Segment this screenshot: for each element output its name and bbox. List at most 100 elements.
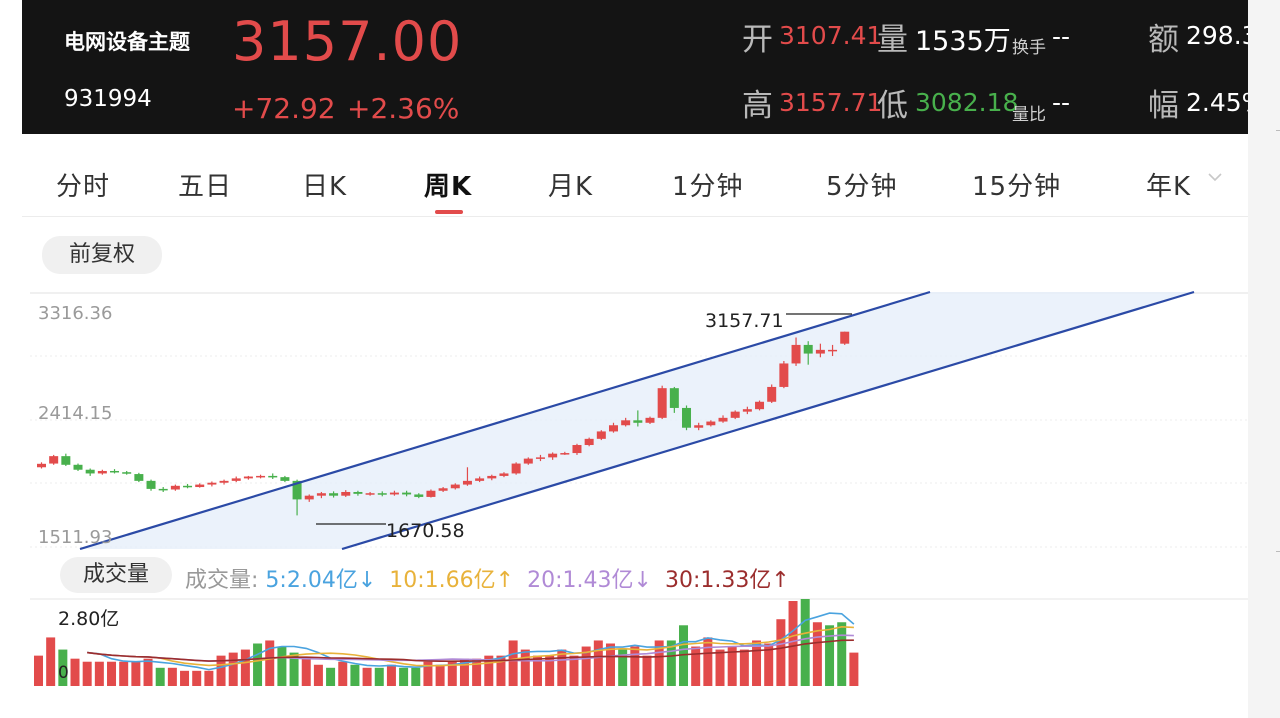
volume-bar	[642, 655, 652, 686]
volume-bar	[228, 652, 238, 686]
candle-body	[682, 407, 692, 428]
amount-label: 额	[1148, 22, 1179, 58]
adjust-button[interactable]: 前复权	[42, 236, 162, 274]
volume-bar	[204, 670, 214, 686]
volume-bar	[70, 658, 80, 686]
turnover-value: --	[1052, 22, 1071, 51]
period-tabs: 分时 五日 日K 周K 月K 1分钟 5分钟 15分钟 年K	[22, 134, 1248, 217]
volume-bar	[192, 670, 202, 686]
volume-button[interactable]: 成交量	[60, 557, 172, 593]
candle-body	[134, 474, 144, 481]
candle-body	[195, 484, 205, 488]
candle-body	[755, 401, 765, 410]
candlestick-chart[interactable]: 3316.36 2414.15 1511.93 3157.71 1670.58	[22, 285, 1248, 550]
volume-label: 量	[877, 22, 908, 58]
volume-bar	[338, 661, 348, 686]
volume-bar	[593, 640, 603, 686]
candle-body	[256, 475, 266, 478]
candle-body	[840, 331, 850, 344]
candle-body	[268, 475, 278, 478]
edge-tick	[1276, 130, 1280, 131]
volume-bar	[326, 667, 336, 686]
volume-bar	[837, 622, 847, 686]
volume-bar	[447, 661, 457, 686]
volume-bar	[350, 664, 360, 686]
candle-body	[645, 417, 655, 423]
volume-bar	[679, 625, 689, 686]
volume-ma10-line	[87, 625, 854, 667]
volume-bar	[666, 640, 676, 686]
ma30-value: 30:1.33亿	[664, 568, 772, 593]
ma20-arrow-icon: ↓	[633, 568, 652, 593]
volume-bar	[739, 649, 749, 686]
candle-body	[718, 417, 728, 422]
candle-body	[73, 464, 83, 470]
open-label: 开	[742, 22, 773, 58]
candle-body	[170, 485, 180, 490]
volume-bar	[423, 661, 433, 686]
volume-bar	[825, 625, 835, 686]
volume-bar	[277, 646, 287, 686]
candle-body	[572, 445, 582, 454]
tab-five-day[interactable]: 五日	[178, 172, 233, 202]
candle-body	[304, 495, 314, 500]
volume-bar	[107, 661, 117, 686]
volume-bar	[46, 637, 56, 686]
price-change-pct: +2.36%	[347, 92, 460, 125]
candle-body	[608, 425, 618, 432]
vol-ratio-label: 量比	[1012, 105, 1046, 125]
volume-bar	[703, 637, 713, 686]
volume-chart[interactable]: 2.80亿 0	[22, 598, 1248, 718]
volume-bar	[630, 646, 640, 686]
volume-bar	[581, 646, 591, 686]
candle-body	[146, 480, 156, 489]
volume-bar	[82, 661, 92, 686]
volume-ma30-line	[87, 639, 854, 663]
candle-body	[803, 344, 813, 354]
ma5-value: 5:2.04亿	[265, 568, 358, 593]
tab-5min[interactable]: 5分钟	[826, 172, 898, 202]
volume-bar	[131, 661, 141, 686]
open-value: 3107.41	[779, 21, 883, 50]
volume-bar	[253, 643, 263, 686]
candle-body	[462, 480, 472, 485]
candle-body	[596, 431, 606, 439]
tab-weekly-k[interactable]: 周K	[424, 172, 473, 202]
price-change: +72.92	[232, 92, 336, 125]
turnover-label: 换手	[1012, 38, 1046, 58]
candle-body	[633, 420, 643, 423]
candle-body	[231, 478, 241, 481]
candle-body	[37, 463, 46, 468]
candle-body	[523, 458, 533, 464]
candle-body	[669, 388, 679, 408]
tab-daily-k[interactable]: 日K	[302, 172, 348, 202]
candle-body	[450, 484, 460, 489]
candle-body	[791, 344, 801, 364]
candle-body	[499, 473, 509, 476]
candle-body	[97, 470, 107, 474]
tab-15min[interactable]: 15分钟	[972, 172, 1062, 202]
min-annotation: 1670.58	[386, 520, 465, 542]
volume-bar	[58, 649, 68, 686]
chevron-down-icon[interactable]	[1208, 172, 1222, 182]
volume-bar	[849, 652, 859, 686]
tab-1min[interactable]: 1分钟	[672, 172, 744, 202]
volume-bar	[34, 655, 43, 686]
channel-lower-line	[341, 290, 1195, 550]
volume-bar	[313, 664, 323, 686]
volume-bar	[240, 649, 250, 686]
last-price: 3157.00	[232, 10, 463, 73]
candle-body	[292, 480, 302, 500]
volume-bar	[788, 601, 798, 686]
app-frame: 电网设备主题 931994 3157.00 +72.92 +2.36% 开 31…	[22, 0, 1248, 718]
candle-body	[243, 476, 253, 479]
y-tick-label: 3316.36	[38, 303, 112, 324]
right-scroll-edge	[1248, 0, 1280, 718]
amplitude-value: 2.45%	[1186, 88, 1248, 117]
tab-intraday[interactable]: 分时	[56, 172, 111, 202]
tab-yearly-k[interactable]: 年K	[1146, 172, 1192, 202]
volume-bar	[374, 667, 384, 686]
volume-bar	[508, 640, 518, 686]
candle-body	[560, 453, 570, 455]
tab-monthly-k[interactable]: 月K	[548, 172, 594, 202]
